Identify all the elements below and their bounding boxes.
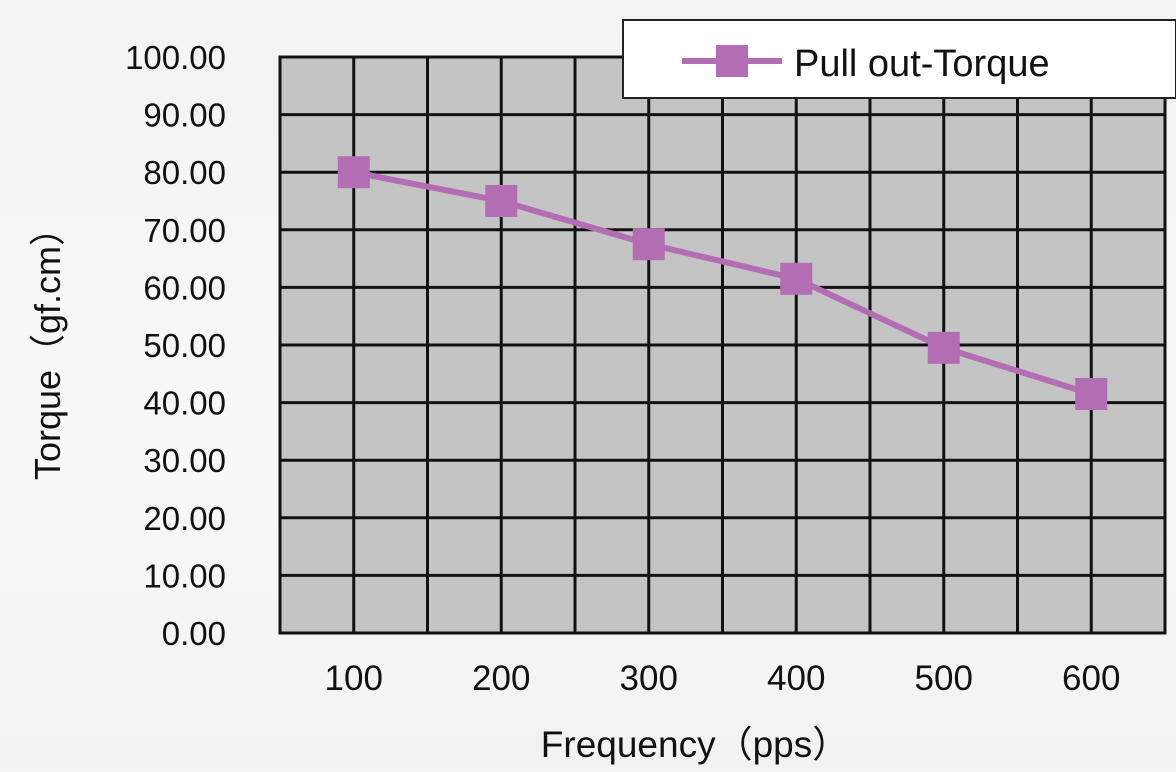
data-point-marker	[927, 331, 960, 364]
x-tick-labels: 100 200 300 400 500 600	[325, 659, 1121, 698]
x-tick-label: 200	[472, 659, 530, 698]
gridlines	[278, 55, 1167, 635]
legend-marker-swatch	[716, 45, 748, 77]
series-line	[353, 169, 1093, 397]
x-tick-label: 500	[915, 659, 973, 698]
y-axis-label: Torque（gf.cm）	[27, 210, 68, 480]
x-axis-label: Frequency（pps）	[541, 724, 849, 765]
y-tick-label: 60.00	[143, 269, 226, 306]
x-tick-label: 100	[325, 659, 383, 698]
y-tick-labels: 0.00 10.00 20.00 30.00 40.00 50.00 60.00 70.00 8…	[125, 39, 226, 652]
legend: Pull out-Torque	[622, 19, 1176, 99]
data-point-marker	[780, 262, 813, 295]
data-point-marker	[1075, 377, 1108, 410]
y-tick-label: 70.00	[143, 212, 226, 249]
data-point-marker	[632, 228, 665, 261]
x-tick-label: 600	[1062, 659, 1120, 698]
data-point-marker	[485, 185, 518, 217]
x-tick-label: 400	[767, 659, 825, 698]
y-tick-label: 100.00	[125, 39, 226, 76]
y-tick-label: 40.00	[143, 385, 226, 422]
y-tick-label: 80.00	[143, 154, 226, 191]
y-tick-label: 50.00	[143, 327, 226, 364]
data-point-marker	[337, 156, 370, 189]
x-tick-label: 300	[620, 659, 678, 698]
y-tick-label: 20.00	[143, 500, 226, 537]
y-tick-label: 90.00	[143, 97, 226, 134]
y-tick-label: 30.00	[143, 442, 226, 479]
y-tick-label: 10.00	[143, 557, 226, 594]
y-tick-label: 0.00	[162, 615, 226, 652]
series-group	[337, 156, 1108, 410]
legend-label: Pull out-Torque	[794, 43, 1050, 85]
